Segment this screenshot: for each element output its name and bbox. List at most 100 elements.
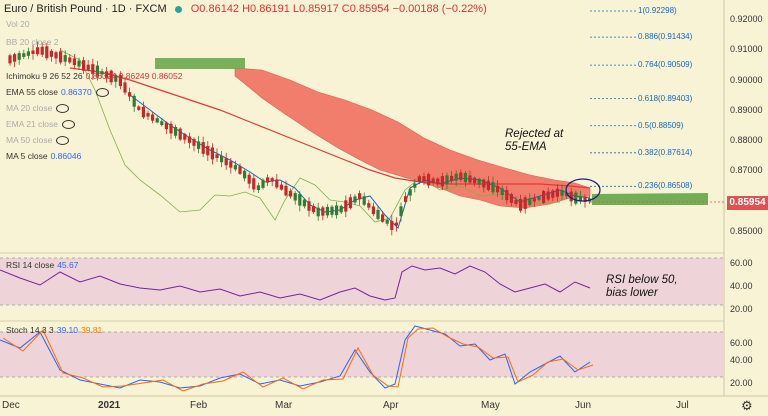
- candle-body[interactable]: [206, 146, 210, 156]
- indicator-item[interactable]: Vol 20: [6, 19, 30, 29]
- candle-body[interactable]: [229, 161, 233, 168]
- candle-body[interactable]: [422, 176, 426, 182]
- candle-body[interactable]: [118, 75, 122, 87]
- candle-body[interactable]: [247, 174, 251, 184]
- candle-body[interactable]: [95, 65, 99, 77]
- gear-icon[interactable]: ⚙: [741, 398, 753, 413]
- candle-body[interactable]: [431, 178, 435, 183]
- candle-body[interactable]: [13, 54, 17, 62]
- candle-body[interactable]: [408, 189, 412, 196]
- candle-body[interactable]: [445, 175, 449, 185]
- candle-body[interactable]: [266, 177, 270, 183]
- indicator-item[interactable]: MA 50 close: [6, 135, 70, 146]
- candle-body[interactable]: [463, 173, 467, 183]
- indicator-item[interactable]: EMA 21 close: [6, 119, 75, 130]
- candle-body[interactable]: [330, 206, 334, 215]
- indicator-item[interactable]: MA 5 close 0.86046: [6, 151, 81, 161]
- candle-body[interactable]: [509, 194, 513, 203]
- candle-body[interactable]: [91, 64, 95, 75]
- candle-body[interactable]: [256, 185, 260, 190]
- candle-body[interactable]: [399, 206, 403, 217]
- candle-body[interactable]: [505, 190, 509, 201]
- candle-body[interactable]: [528, 198, 532, 205]
- candle-body[interactable]: [367, 203, 371, 208]
- candle-body[interactable]: [519, 198, 523, 211]
- candle-body[interactable]: [233, 165, 237, 170]
- candle-body[interactable]: [371, 206, 375, 215]
- candle-body[interactable]: [289, 190, 293, 197]
- candle-body[interactable]: [72, 58, 76, 66]
- candle-body[interactable]: [496, 185, 500, 193]
- candle-body[interactable]: [376, 209, 380, 219]
- candle-body[interactable]: [578, 195, 582, 202]
- candle-body[interactable]: [325, 206, 329, 216]
- indicator-item[interactable]: BB 20 close 2: [6, 37, 58, 47]
- candle-body[interactable]: [36, 47, 40, 55]
- stoch-legend[interactable]: Stoch 14 3 3 39.10 39.81: [6, 325, 102, 335]
- candle-body[interactable]: [54, 52, 58, 59]
- candle-body[interactable]: [353, 196, 357, 203]
- candle-body[interactable]: [164, 122, 168, 130]
- candle-body[interactable]: [17, 53, 21, 60]
- candle-body[interactable]: [473, 177, 477, 184]
- candle-body[interactable]: [279, 184, 283, 190]
- candle-body[interactable]: [486, 180, 490, 191]
- candle-body[interactable]: [532, 198, 536, 202]
- candle-body[interactable]: [26, 51, 30, 56]
- candle-body[interactable]: [293, 193, 297, 201]
- candle-body[interactable]: [275, 179, 279, 188]
- candle-body[interactable]: [514, 200, 518, 204]
- eye-icon[interactable]: [61, 120, 75, 130]
- candle-body[interactable]: [59, 51, 63, 63]
- candle-body[interactable]: [22, 53, 26, 57]
- candle-body[interactable]: [459, 172, 463, 180]
- candle-body[interactable]: [45, 46, 49, 59]
- candlesticks[interactable]: [8, 41, 592, 236]
- candle-body[interactable]: [565, 193, 569, 197]
- candle-body[interactable]: [560, 189, 564, 196]
- candle-body[interactable]: [132, 95, 136, 107]
- candle-body[interactable]: [197, 141, 201, 149]
- candle-body[interactable]: [86, 64, 90, 70]
- candle-body[interactable]: [394, 222, 398, 226]
- candle-body[interactable]: [178, 128, 182, 140]
- candle-body[interactable]: [385, 219, 389, 224]
- candle-body[interactable]: [63, 55, 67, 62]
- candle-body[interactable]: [477, 178, 481, 185]
- candle-body[interactable]: [312, 205, 316, 213]
- candle-body[interactable]: [215, 154, 219, 159]
- candle-body[interactable]: [413, 183, 417, 188]
- candle-body[interactable]: [500, 188, 504, 196]
- indicator-item[interactable]: Ichimoku 9 26 52 26 0.86324 0.86249 0.860…: [6, 71, 182, 81]
- rsi-legend[interactable]: RSI 14 close 45.67: [6, 260, 78, 270]
- candle-body[interactable]: [436, 178, 440, 185]
- candle-body[interactable]: [404, 196, 408, 203]
- candle-body[interactable]: [252, 178, 256, 190]
- candle-body[interactable]: [155, 118, 159, 123]
- candle-body[interactable]: [31, 50, 35, 54]
- candle-body[interactable]: [128, 92, 132, 97]
- candle-body[interactable]: [192, 139, 196, 146]
- candle-body[interactable]: [551, 190, 555, 198]
- candle-body[interactable]: [482, 179, 486, 188]
- candle-body[interactable]: [141, 106, 145, 118]
- candle-body[interactable]: [100, 71, 104, 75]
- candle-body[interactable]: [238, 166, 242, 174]
- candle-body[interactable]: [187, 136, 191, 143]
- candle-body[interactable]: [390, 220, 394, 230]
- indicator-item[interactable]: MA 20 close: [6, 103, 70, 114]
- candle-body[interactable]: [417, 176, 421, 182]
- candle-body[interactable]: [450, 175, 454, 182]
- candle-body[interactable]: [183, 134, 187, 140]
- candle-body[interactable]: [302, 199, 306, 207]
- candle-body[interactable]: [49, 50, 53, 57]
- candle-body[interactable]: [8, 55, 12, 64]
- candle-body[interactable]: [491, 182, 495, 193]
- candle-body[interactable]: [537, 196, 541, 200]
- candle-body[interactable]: [243, 170, 247, 179]
- candle-body[interactable]: [224, 158, 228, 166]
- candle-body[interactable]: [542, 190, 546, 203]
- candle-body[interactable]: [583, 196, 587, 202]
- candle-body[interactable]: [270, 178, 274, 182]
- candle-body[interactable]: [454, 173, 458, 181]
